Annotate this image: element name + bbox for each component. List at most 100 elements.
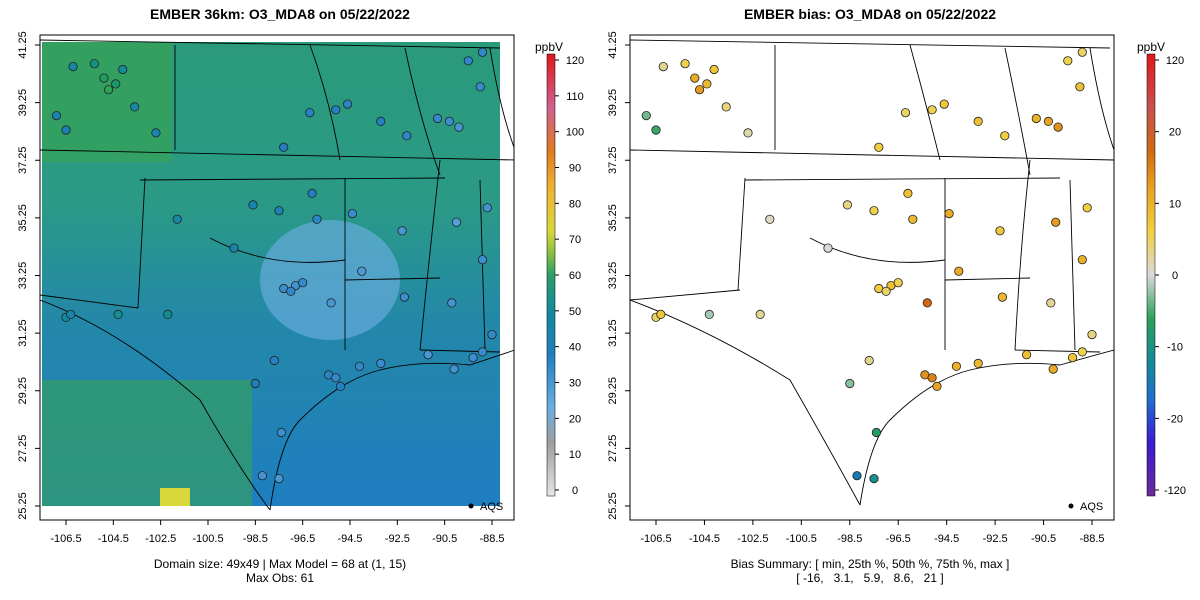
left-colorbar-unit: ppbV: [535, 40, 563, 54]
right-colorbar-unit: ppbV: [1137, 40, 1165, 54]
monitor-station-marker: [842, 200, 853, 210]
right-stations: [641, 47, 1097, 484]
model-field-max-cell: [160, 488, 190, 506]
monitor-station-marker: [477, 347, 488, 357]
right-bias-summary-values: [ -16, 3.1, 5.9, 8.6, 21 ]: [796, 571, 944, 585]
x-tick-label: -88.5: [479, 533, 504, 545]
state-border: [1089, 47, 1114, 151]
state-border: [344, 277, 441, 281]
monitor-station-marker: [463, 56, 473, 66]
monitor-station-marker: [399, 292, 409, 302]
monitor-station-marker: [163, 309, 173, 319]
monitor-station-marker: [845, 378, 855, 389]
monitor-station-marker: [402, 131, 412, 141]
x-tick-label: -102.5: [145, 533, 176, 545]
monitor-station-marker: [997, 292, 1008, 302]
y-tick-label: 35.25: [17, 204, 29, 232]
monitor-station-marker: [89, 59, 100, 69]
x-tick-label: -100.5: [192, 533, 223, 545]
x-tick-label: -94.5: [337, 533, 362, 545]
monitor-station-marker: [874, 142, 884, 152]
left-boundaries: [40, 39, 514, 511]
y-tick-label: 37.25: [607, 146, 619, 174]
right-plot-frame: [629, 34, 1115, 521]
colorbar-tick-label: -10: [1167, 342, 1183, 354]
y-tick-label: 31.25: [17, 319, 29, 347]
monitor-station-marker: [477, 255, 488, 265]
monitor-station-marker: [1068, 352, 1078, 363]
monitor-station-marker: [248, 200, 258, 210]
monitor-station-marker: [651, 125, 661, 135]
monitor-station-marker: [274, 473, 284, 484]
monitor-station-marker: [1048, 364, 1058, 374]
state-border: [40, 294, 139, 309]
colorbar-tick-label: 0: [1172, 270, 1178, 282]
monitor-station-marker: [641, 111, 651, 121]
monitor-station-marker: [680, 59, 690, 69]
monitor-station-marker: [276, 427, 286, 438]
monitor-station-marker: [68, 61, 78, 72]
right-map-panel: -106.5 -104.5 -102.5 -100.5 -98.5 -96.5 -94.5 -…: [607, 31, 1186, 545]
monitor-station-marker: [1077, 255, 1087, 265]
x-tick-label: -88.5: [1079, 533, 1104, 545]
monitor-station-marker: [475, 82, 485, 92]
monitor-station-marker: [447, 298, 457, 308]
state-border: [1069, 179, 1076, 351]
coastline: [269, 349, 514, 511]
monitor-station-marker: [709, 64, 719, 75]
monitor-station-marker: [702, 79, 712, 89]
monitor-station-marker: [397, 226, 407, 236]
monitor-station-marker: [1051, 217, 1061, 227]
monitor-station-marker: [871, 427, 882, 438]
y-tick-label: 39.25: [17, 89, 29, 117]
left-domain-summary: Domain size: 49x49 | Max Model = 68 at (…: [153, 557, 407, 571]
monitor-station-marker: [656, 309, 666, 319]
right-map-title: EMBER bias: O3_MDA8 on 05/22/2022: [743, 6, 997, 22]
colorbar-tick-label: 10: [569, 449, 581, 461]
monitor-station-marker: [1043, 116, 1054, 127]
state-border: [209, 237, 346, 263]
state-border: [1014, 159, 1031, 351]
monitor-station-marker: [823, 243, 833, 253]
left-plot-frame: [39, 34, 515, 521]
x-tick-label: -104.5: [689, 533, 720, 545]
monitor-station-marker: [286, 286, 296, 296]
monitor-station-marker: [927, 373, 937, 383]
aqs-legend-label: AQS: [1080, 501, 1103, 513]
monitor-station-marker: [454, 122, 464, 132]
monitor-station-marker: [1087, 329, 1097, 340]
left-map-title: EMBER 36km: O3_MDA8 on 05/22/2022: [150, 6, 410, 22]
monitor-station-marker: [482, 203, 492, 213]
left-y-axis: 41.25 39.25 37.25 35.25 33.25 31.25 29.25 27.25…: [17, 31, 40, 520]
state-border: [737, 177, 746, 291]
x-tick-label: -98.5: [243, 533, 268, 545]
colorbar-tick-label: 120: [566, 55, 584, 67]
monitor-station-marker: [118, 64, 128, 75]
x-tick-label: -102.5: [737, 533, 768, 545]
monitor-station-marker: [995, 226, 1005, 236]
aqs-legend-label: AQS: [480, 501, 503, 513]
monitor-station-marker: [451, 217, 462, 227]
state-border: [404, 47, 441, 176]
colorbar-tick-label: 50: [569, 306, 581, 318]
monitor-station-marker: [973, 116, 983, 127]
model-field-low-center: [260, 220, 400, 340]
y-tick-label: 27.25: [607, 435, 619, 463]
coastline: [630, 299, 861, 506]
monitor-station-marker: [704, 309, 714, 319]
monitor-station-marker: [903, 188, 913, 198]
monitor-station-marker: [449, 364, 459, 374]
monitor-station-marker: [755, 309, 765, 319]
monitor-station-marker: [468, 352, 478, 363]
y-tick-label: 39.25: [607, 89, 619, 117]
state-border: [139, 177, 446, 181]
monitor-station-marker: [172, 214, 182, 224]
x-tick-label: -100.5: [786, 533, 817, 545]
y-tick-label: 41.25: [17, 31, 29, 59]
monitor-station-marker: [331, 373, 341, 383]
monitor-station-marker: [250, 378, 260, 389]
monitor-station-marker: [113, 309, 123, 319]
x-tick-label: -96.5: [886, 533, 911, 545]
